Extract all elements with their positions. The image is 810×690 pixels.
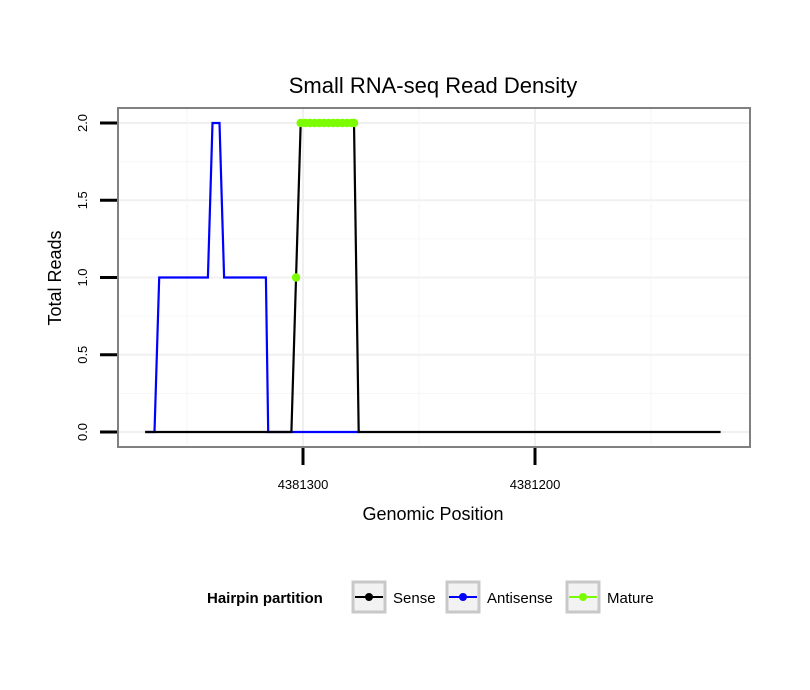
y-tick-label-4: 2.0 (75, 114, 90, 132)
x-tick-label-0: 4381300 (278, 477, 329, 492)
series-layer (145, 118, 721, 434)
series-point-mature-0 (291, 273, 301, 282)
legend-title: Hairpin partition (207, 590, 323, 607)
legend-item-antisense: Antisense (445, 580, 553, 614)
axes: 0.0 0.5 1.0 1.5 2.0 4381300 4381200 (75, 107, 751, 492)
chart-title: Small RNA-seq Read Density (289, 73, 578, 98)
x-tick-label-1: 4381200 (510, 477, 561, 492)
legend-key-point-antisense (459, 593, 467, 601)
legend: Hairpin partition Sense Antisense Mature (207, 580, 654, 614)
x-axis-title: Genomic Position (362, 504, 503, 524)
legend-item-mature: Mature (565, 580, 654, 614)
y-axis-title: Total Reads (45, 230, 65, 325)
series-line-antisense (145, 121, 359, 434)
legend-label-antisense: Antisense (487, 590, 553, 607)
y-tick-label-1: 0.5 (75, 346, 90, 364)
legend-key-point-sense (365, 593, 373, 601)
series-point-mature-13 (349, 118, 359, 128)
legend-item-sense: Sense (351, 580, 436, 614)
legend-label-sense: Sense (393, 590, 436, 607)
y-tick-label-3: 1.5 (75, 191, 90, 209)
legend-key-point-mature (579, 593, 587, 601)
y-tick-label-2: 1.0 (75, 268, 90, 286)
legend-label-mature: Mature (607, 590, 654, 607)
y-tick-label-0: 0.0 (75, 423, 90, 441)
plot-border (117, 107, 751, 448)
